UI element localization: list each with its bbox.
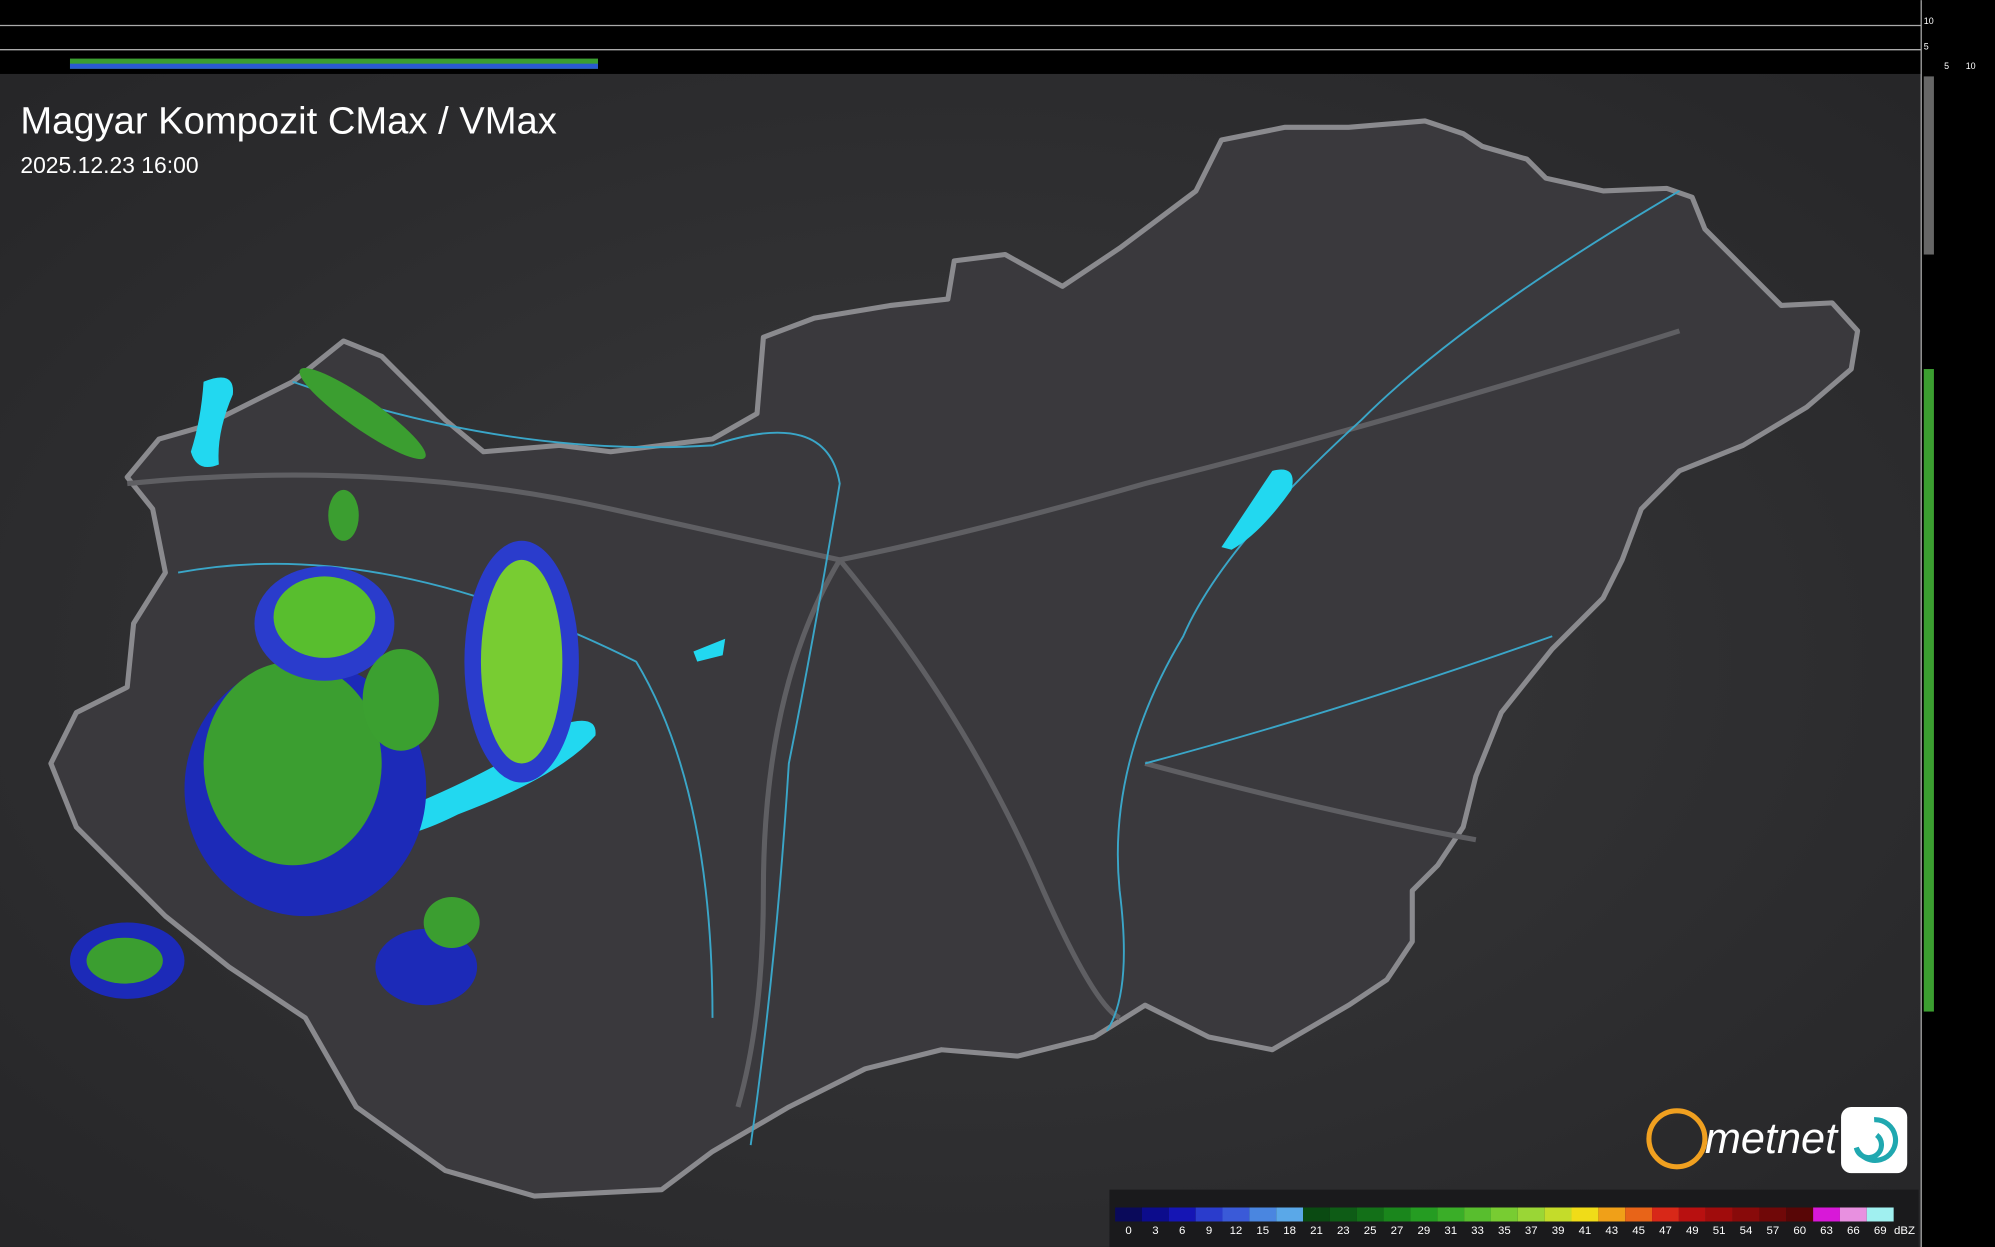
country-outline <box>48 118 1861 1199</box>
legend-swatch <box>1490 1207 1518 1222</box>
legend-label: 63 <box>1820 1225 1833 1237</box>
legend: 0 3 6 9 12 15 18 21 23 25 27 29 31 33 35 37 39 41 43 45 47 49… <box>1115 1207 1915 1237</box>
profile-echo <box>69 63 598 69</box>
legend-label: 0 <box>1125 1225 1131 1237</box>
rivers <box>177 190 1680 1146</box>
legend-swatch <box>1813 1207 1840 1222</box>
legend-label: 69 <box>1874 1225 1887 1237</box>
legend-label: 39 <box>1552 1225 1565 1237</box>
logo: metnet <box>1646 1106 1908 1174</box>
legend-swatch <box>1303 1207 1330 1222</box>
legend-label: 9 <box>1206 1225 1212 1237</box>
legend-swatch <box>1276 1207 1304 1222</box>
title: Magyar Kompozit CMax / VMax <box>20 100 556 143</box>
profile-tick: 10 <box>1924 16 1934 26</box>
legend-swatch <box>1544 1207 1572 1222</box>
legend-label: 29 <box>1417 1225 1430 1237</box>
legend-swatch <box>1652 1207 1679 1222</box>
legend-swatch <box>1786 1207 1814 1222</box>
profile-echo <box>1923 76 1934 255</box>
legend-swatch <box>1517 1207 1545 1222</box>
precipitation <box>69 368 579 1006</box>
legend-unit: dBZ <box>1894 1225 1915 1237</box>
legend-label: 35 <box>1498 1225 1511 1237</box>
logo-text: metnet <box>1705 1115 1839 1163</box>
legend-label: 41 <box>1579 1225 1592 1237</box>
legend-swatch <box>1329 1207 1357 1222</box>
legend-swatch <box>1705 1207 1733 1222</box>
legend-swatch <box>1839 1207 1867 1222</box>
legend-label: 25 <box>1364 1225 1377 1237</box>
legend-swatch <box>1410 1207 1438 1222</box>
legend-swatch <box>1141 1207 1169 1222</box>
profile-tick: 5 <box>1944 61 1949 71</box>
legend-label: 37 <box>1525 1225 1538 1237</box>
legend-label: 31 <box>1444 1225 1457 1237</box>
profile-echo <box>1923 369 1934 1012</box>
timestamp: 2025.12.23 16:00 <box>20 152 198 178</box>
legend-label: 43 <box>1605 1225 1618 1237</box>
profile-tick: 5 <box>1924 42 1929 52</box>
legend-label: 27 <box>1391 1225 1404 1237</box>
legend-label: 45 <box>1632 1225 1645 1237</box>
legend-label: 33 <box>1471 1225 1484 1237</box>
legend-label: 66 <box>1847 1225 1860 1237</box>
legend-label: 51 <box>1713 1225 1726 1237</box>
legend-swatch <box>1222 1207 1250 1222</box>
legend-swatch <box>1356 1207 1384 1222</box>
profile-tick: 10 <box>1966 61 1976 71</box>
legend-swatch <box>1866 1207 1894 1222</box>
legend-label: 49 <box>1686 1225 1699 1237</box>
legend-swatch <box>1168 1207 1196 1222</box>
legend-label: 54 <box>1740 1225 1753 1237</box>
legend-swatch <box>1678 1207 1706 1222</box>
legend-swatch <box>1195 1207 1223 1222</box>
legend-label: 60 <box>1793 1225 1806 1237</box>
legend-label: 21 <box>1310 1225 1323 1237</box>
legend-swatch <box>1598 1207 1626 1222</box>
legend-swatch <box>1115 1207 1142 1222</box>
roads <box>126 328 1681 1108</box>
legend-swatch <box>1464 1207 1491 1222</box>
legend-swatch <box>1437 1207 1465 1222</box>
legend-swatch <box>1625 1207 1653 1222</box>
legend-label: 47 <box>1659 1225 1672 1237</box>
legend-swatch <box>1759 1207 1787 1222</box>
legend-label: 23 <box>1337 1225 1350 1237</box>
legend-swatch <box>1571 1207 1599 1222</box>
legend-swatch <box>1383 1207 1411 1222</box>
legend-swatch <box>1249 1207 1277 1222</box>
legend-label: 57 <box>1766 1225 1779 1237</box>
legend-label: 18 <box>1283 1225 1296 1237</box>
legend-label: 12 <box>1230 1225 1243 1237</box>
legend-label: 3 <box>1152 1225 1158 1237</box>
legend-label: 15 <box>1256 1225 1269 1237</box>
legend-swatch <box>1732 1207 1760 1222</box>
legend-label: 6 <box>1179 1225 1185 1237</box>
